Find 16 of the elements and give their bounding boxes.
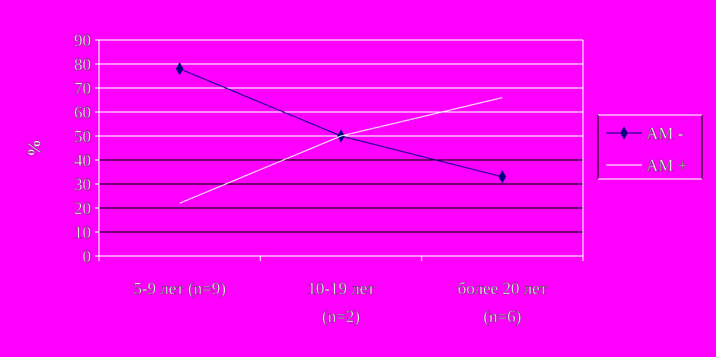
y-tick-label: 60 bbox=[74, 102, 91, 122]
y-tick-label: 20 bbox=[74, 198, 91, 218]
y-tick-label: 70 bbox=[74, 78, 91, 98]
legend-label: AM - bbox=[646, 124, 684, 143]
y-tick-label: 40 bbox=[74, 150, 91, 170]
y-tick-label: 10 bbox=[74, 222, 91, 242]
y-tick-label: 80 bbox=[74, 54, 91, 74]
y-axis-title: % bbox=[24, 139, 44, 157]
y-tick-label: 50 bbox=[74, 126, 91, 146]
y-tick-label: 90 bbox=[74, 30, 91, 50]
y-tick-label: 30 bbox=[74, 174, 91, 194]
x-tick-label: 5-9 лет (n=9) bbox=[133, 279, 226, 298]
y-tick-label: 0 bbox=[82, 246, 91, 266]
x-tick-label: более 20 лет (n=6) bbox=[458, 279, 548, 326]
legend-label: AM + bbox=[646, 156, 688, 175]
x-tick-label: 10-19 лет (n=2) bbox=[307, 279, 376, 326]
